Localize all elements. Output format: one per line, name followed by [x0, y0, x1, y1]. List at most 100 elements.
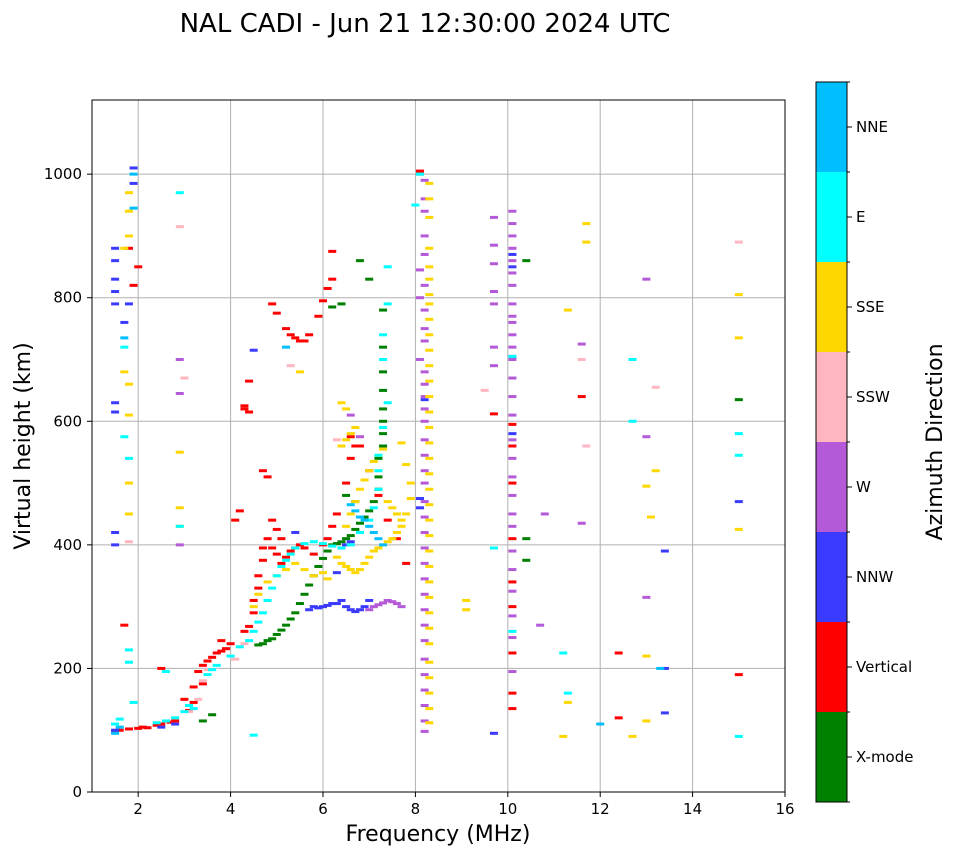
data-point — [489, 302, 498, 306]
data-point — [124, 456, 133, 460]
data-point — [508, 265, 517, 269]
data-point — [563, 691, 572, 695]
data-point — [379, 308, 388, 312]
data-point — [420, 339, 429, 343]
data-point — [346, 534, 355, 538]
data-point — [508, 345, 517, 349]
data-point — [120, 435, 129, 439]
data-point — [268, 518, 277, 522]
data-point — [420, 438, 429, 442]
data-point — [323, 549, 332, 553]
data-point — [342, 564, 351, 568]
data-point — [175, 391, 184, 395]
data-point — [425, 660, 434, 664]
data-point — [111, 728, 120, 732]
data-point — [425, 333, 434, 337]
data-point — [263, 475, 272, 479]
plot-area — [92, 100, 785, 792]
data-point — [522, 558, 531, 562]
data-point — [480, 388, 489, 392]
data-point — [508, 456, 517, 460]
data-point — [374, 475, 383, 479]
data-point — [425, 611, 434, 615]
data-point — [425, 441, 434, 445]
data-point — [642, 654, 651, 658]
plot-frame — [91, 99, 786, 793]
data-point — [425, 626, 434, 630]
data-point — [420, 234, 429, 238]
data-point — [342, 493, 351, 497]
data-point — [420, 639, 429, 643]
data-point — [180, 710, 189, 714]
data-point — [508, 670, 517, 674]
data-point — [420, 688, 429, 692]
data-point — [171, 719, 180, 723]
data-point — [355, 531, 364, 534]
data-point — [355, 568, 364, 572]
data-point — [295, 543, 304, 547]
data-point — [379, 601, 388, 605]
axis-ticks: 2 4 6 8 10 12 14 16 0 200 400 600 800 1000 — [44, 165, 795, 818]
data-point — [416, 358, 425, 361]
data-point — [355, 259, 364, 263]
data-point — [420, 546, 429, 550]
data-point — [425, 410, 434, 414]
data-point — [185, 710, 194, 714]
data-point — [263, 580, 272, 584]
data-point — [383, 598, 392, 602]
data-point — [263, 537, 272, 541]
series-nne — [111, 172, 665, 735]
data-point — [425, 277, 434, 281]
data-point — [425, 265, 434, 269]
x-tick-label: 4 — [226, 800, 236, 818]
data-point — [346, 503, 355, 507]
data-point — [111, 302, 120, 306]
data-point — [323, 577, 332, 581]
data-point — [300, 592, 309, 596]
data-point — [305, 333, 314, 337]
data-point — [508, 438, 517, 442]
data-point — [189, 700, 198, 704]
data-point — [402, 561, 411, 565]
data-point — [508, 246, 517, 250]
data-point — [379, 407, 388, 411]
data-point — [642, 719, 651, 723]
data-point — [425, 595, 434, 599]
data-point — [392, 602, 401, 606]
data-point — [115, 728, 124, 732]
data-point — [508, 422, 517, 426]
data-point — [508, 209, 517, 213]
data-point — [272, 552, 281, 556]
data-point — [420, 481, 429, 485]
data-point — [425, 197, 434, 201]
data-point — [508, 395, 517, 399]
data-point — [379, 425, 388, 429]
data-point — [369, 506, 378, 510]
data-point — [420, 592, 429, 596]
data-point — [328, 277, 337, 281]
data-point — [268, 637, 277, 641]
data-point — [383, 540, 392, 544]
data-point — [360, 478, 369, 482]
data-point — [240, 642, 249, 646]
data-point — [660, 666, 669, 670]
data-point — [416, 172, 425, 176]
data-point — [240, 629, 249, 633]
data-point — [300, 568, 309, 572]
colorbar: X-mode Vertical NNW W SSW SSE E NNE — [815, 81, 913, 803]
data-point — [175, 225, 184, 229]
data-point — [374, 537, 383, 541]
data-point — [425, 181, 434, 185]
data-point — [129, 172, 138, 176]
data-point — [420, 719, 429, 723]
data-point — [208, 668, 217, 672]
data-point — [309, 574, 318, 578]
data-point — [614, 716, 623, 720]
data-point — [351, 527, 360, 531]
data-point — [166, 720, 175, 724]
data-point — [660, 711, 669, 715]
data-point — [420, 419, 429, 423]
data-point — [203, 659, 212, 663]
data-point — [332, 542, 341, 546]
y-tick-label: 200 — [53, 659, 82, 677]
